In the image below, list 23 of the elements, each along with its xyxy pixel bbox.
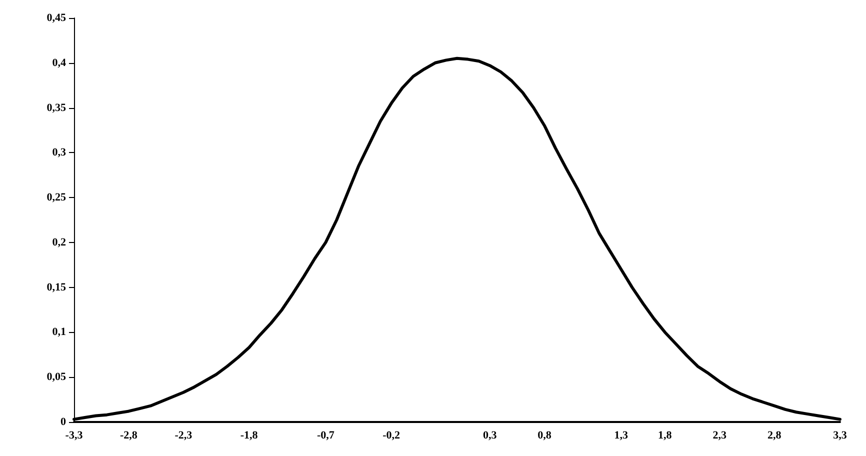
x-tick-label: 3,3: [833, 430, 848, 442]
x-tick-label: 1,3: [614, 430, 629, 442]
x-tick-label: -2,8: [120, 430, 138, 442]
y-tick-label: 0,35: [46, 102, 66, 114]
x-tick-label: 2,3: [712, 430, 728, 442]
x-tick-label: -0,7: [316, 430, 335, 442]
x-tick-label: 0,3: [482, 430, 498, 442]
x-tick-label: -2,3: [174, 430, 193, 442]
x-tick-label: -0,2: [382, 430, 401, 442]
x-tick-label: 1,8: [658, 430, 672, 442]
x-tick-label: 0,8: [538, 430, 552, 442]
y-tick-label: 0,25: [46, 192, 66, 204]
y-tick-label: 0,05: [46, 371, 66, 384]
y-tick-label: 0: [60, 416, 66, 428]
y-tick-label: 0,4: [52, 56, 66, 69]
x-tick-label: 2,8: [767, 430, 782, 442]
y-tick-label: 0,2: [52, 236, 66, 248]
y-tick-label: 0,45: [46, 12, 66, 24]
y-tick-label: 0,15: [46, 281, 66, 294]
y-tick-label: 0,1: [52, 326, 66, 338]
x-tick-label: -3,3: [65, 430, 84, 442]
y-tick-label: 0,3: [52, 146, 66, 159]
x-tick-label: -1,8: [240, 430, 258, 442]
